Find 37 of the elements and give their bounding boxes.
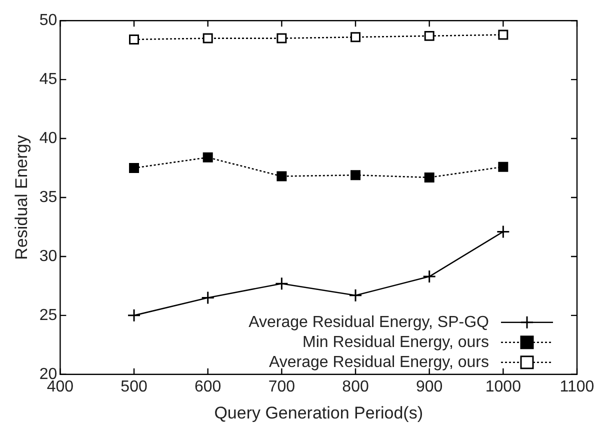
legend-label: Average Residual Energy, ours <box>269 354 489 371</box>
y-tick-label: 30 <box>39 248 58 265</box>
point <box>129 163 140 174</box>
point <box>496 224 510 238</box>
y-tick-label: 35 <box>39 188 58 206</box>
point <box>276 33 287 44</box>
legend-label: Average Residual Energy, SP-GQ <box>248 314 489 331</box>
point <box>422 270 436 284</box>
y-tick-label: 25 <box>39 306 58 324</box>
y-tick-label: 40 <box>39 130 58 147</box>
x-tick-label: 600 <box>194 378 222 396</box>
point <box>350 170 361 180</box>
x-tick-label: 1100 <box>560 378 594 396</box>
x-tick-label: 400 <box>46 378 74 396</box>
point <box>129 34 140 44</box>
point <box>424 172 434 182</box>
point <box>498 162 508 172</box>
x-tick-label: 500 <box>120 378 148 396</box>
y-tick-label: 45 <box>39 70 58 88</box>
x-tick-label: 1000 <box>485 378 522 396</box>
point <box>348 288 362 302</box>
x-tick-label: 700 <box>268 378 296 396</box>
point <box>276 171 287 182</box>
point <box>424 30 434 41</box>
x-axis-title: Query Generation Period(s) <box>214 403 424 422</box>
y-tick-label: 50 <box>39 12 58 30</box>
x-tick-label: 800 <box>342 378 369 396</box>
x-tick-label: 900 <box>416 378 443 396</box>
point <box>201 290 215 304</box>
point <box>127 308 141 322</box>
point <box>202 152 213 162</box>
legend-label: Min Residual Energy, ours <box>302 334 489 351</box>
point <box>202 33 213 44</box>
point <box>498 30 508 40</box>
point <box>350 32 361 42</box>
y-axis-title: Residual Energy <box>12 134 31 260</box>
point <box>274 276 288 290</box>
